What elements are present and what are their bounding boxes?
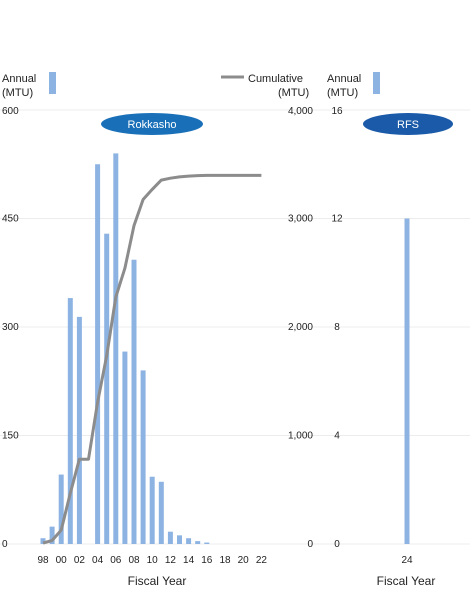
annual-bar — [104, 233, 110, 544]
annual-bar — [204, 542, 210, 544]
cumulative-line — [42, 173, 262, 545]
x-axis-title-rfs: Fiscal Year — [377, 574, 436, 588]
y-axis-rfs: 0 4 8 12 16 — [331, 106, 343, 550]
y-rfs-tick-label: 16 — [331, 106, 343, 117]
annual-bar — [40, 538, 46, 544]
legend-annual-left-line2: (MTU) — [2, 87, 33, 99]
annual-bar — [167, 531, 173, 544]
x-tick-label: 08 — [128, 555, 140, 566]
annual-bar — [158, 481, 164, 544]
legend-cumulative-line1: Cumulative — [248, 73, 303, 85]
annual-bar — [49, 526, 55, 544]
annual-bar — [95, 164, 101, 544]
rokkasho-bars — [40, 153, 210, 544]
rfs-x-tick-label: 24 — [401, 555, 413, 566]
x-tick-label: 16 — [201, 555, 213, 566]
legend-annual-right-swatch — [373, 72, 380, 94]
annual-bar — [58, 474, 64, 544]
annual-bar — [67, 298, 73, 544]
x-axis-rokkasho: 98 00 02 04 06 08 10 12 14 16 18 20 22 — [37, 555, 267, 566]
x-tick-label: 04 — [92, 555, 104, 566]
y-left-tick-label: 150 — [2, 431, 19, 442]
annual-bar — [149, 476, 155, 544]
x-tick-label: 22 — [256, 555, 268, 566]
rfs-bars — [404, 218, 410, 544]
x-tick-label: 00 — [56, 555, 68, 566]
annual-bar — [195, 541, 201, 544]
x-tick-label: 12 — [165, 555, 177, 566]
x-axis-title-rokkasho: Fiscal Year — [128, 574, 187, 588]
rokkasho-label-text: Rokkasho — [128, 119, 177, 131]
annual-bar — [186, 538, 192, 544]
y-right-tick-label: 4,000 — [288, 106, 313, 117]
annual-bar — [177, 535, 182, 544]
y-rfs-tick-label: 12 — [331, 214, 343, 225]
y-right-tick-label: 2,000 — [288, 322, 313, 333]
y-rfs-tick-label: 4 — [334, 431, 340, 442]
legend: Annual (MTU) Cumulative (MTU) Annual (MT… — [2, 72, 380, 99]
rokkasho-label: Rokkasho — [101, 113, 203, 135]
x-tick-label: 18 — [219, 555, 231, 566]
rfs-label-text: RFS — [397, 119, 419, 131]
y-right-tick-label: 1,000 — [288, 431, 313, 442]
x-tick-label: 10 — [147, 555, 159, 566]
annual-bar — [76, 316, 82, 544]
y-left-tick-label: 300 — [2, 322, 19, 333]
y-left-tick-label: 600 — [2, 106, 19, 117]
y-left-tick-label: 450 — [2, 214, 19, 225]
legend-annual-left-line1: Annual — [2, 73, 36, 85]
annual-bar — [131, 259, 137, 544]
legend-annual-left-swatch — [49, 72, 56, 94]
y-rfs-tick-label: 0 — [334, 539, 340, 550]
x-axis-rfs: 24 — [401, 555, 413, 566]
cumulative-line-group — [42, 173, 262, 545]
y-rfs-tick-label: 8 — [334, 322, 340, 333]
y-right-tick-label: 0 — [307, 539, 313, 550]
y-right-tick-label: 3,000 — [288, 214, 313, 225]
annual-bar — [140, 370, 146, 544]
legend-annual-right-line1: Annual — [327, 73, 361, 85]
rfs-annual-bar — [404, 218, 410, 544]
annual-bar — [122, 351, 128, 544]
legend-cumulative-line2: (MTU) — [278, 87, 309, 99]
y-axis-right: 0 1,000 2,000 3,000 4,000 — [288, 106, 313, 550]
annual-bar — [113, 153, 119, 544]
x-tick-label: 06 — [110, 555, 122, 566]
y-left-tick-label: 0 — [2, 539, 8, 550]
x-tick-label: 98 — [37, 555, 49, 566]
rfs-label: RFS — [363, 113, 453, 135]
x-tick-label: 20 — [238, 555, 250, 566]
x-tick-label: 14 — [183, 555, 195, 566]
y-axis-left: 0 150 300 450 600 — [2, 106, 19, 550]
legend-annual-right-line2: (MTU) — [327, 87, 358, 99]
x-tick-label: 02 — [74, 555, 86, 566]
